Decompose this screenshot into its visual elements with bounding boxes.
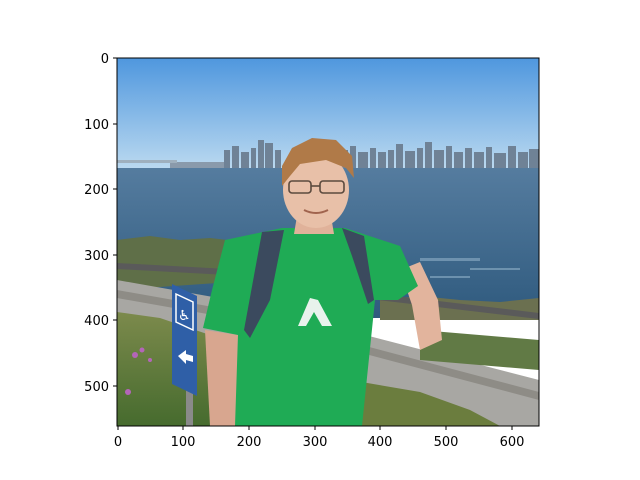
y-tick-label: 500 <box>84 380 109 395</box>
x-tick-label: 400 <box>368 435 393 450</box>
x-tick-label: 300 <box>303 435 328 450</box>
x-axis <box>117 426 513 430</box>
svg-text:♿: ♿ <box>178 308 191 324</box>
y-tick-label: 300 <box>84 249 109 264</box>
x-tick-label: 500 <box>434 435 459 450</box>
x-tick-label: 600 <box>500 435 525 450</box>
y-tick-label: 200 <box>84 183 109 198</box>
glasses <box>288 180 345 194</box>
plot-frame <box>116 57 540 427</box>
city-skyline <box>117 140 539 168</box>
x-tick-label: 100 <box>171 435 196 450</box>
accessibility-sign: ♿ <box>172 284 197 426</box>
y-tick-label: 0 <box>101 52 109 67</box>
shirt-logo <box>298 298 332 326</box>
y-tick-label: 100 <box>84 118 109 133</box>
person <box>203 138 442 426</box>
x-tick-label: 0 <box>114 435 122 450</box>
y-tick-label: 400 <box>84 314 109 329</box>
y-axis <box>113 57 117 387</box>
photo: ♿ <box>117 58 539 426</box>
hair <box>282 138 354 186</box>
x-tick-label: 200 <box>237 435 262 450</box>
